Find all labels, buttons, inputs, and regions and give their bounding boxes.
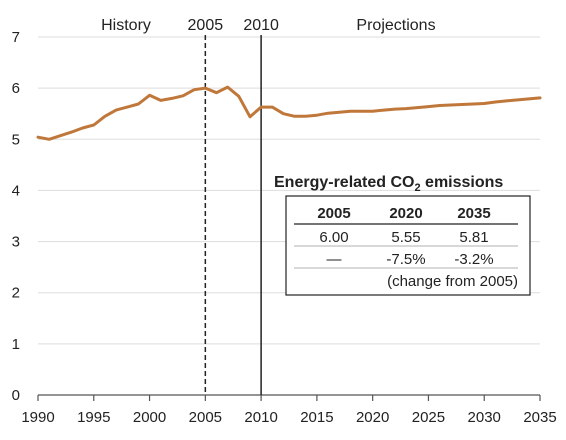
reference-label-2005: 2005 — [188, 17, 224, 34]
data-point-2011 — [271, 105, 274, 109]
y-axis: 0 1 2 3 4 5 6 7 — [12, 29, 20, 404]
panel-header-2005: 2005 — [317, 205, 350, 222]
data-point-2035 — [538, 96, 542, 100]
data-point-2021 — [382, 108, 385, 112]
reference-lines: 2005 2010 — [188, 17, 279, 395]
data-point-2032 — [505, 99, 508, 103]
data-point-2004 — [193, 88, 196, 91]
data-point-2002 — [170, 97, 174, 100]
data-point-1998 — [126, 105, 129, 109]
y-tick-label-3: 3 — [12, 234, 20, 251]
data-point-2013 — [293, 115, 296, 118]
series-line-0 — [36, 85, 542, 141]
data-point-2015 — [315, 114, 319, 117]
data-point-2023 — [404, 107, 408, 110]
x-tick-label-2005: 2005 — [189, 409, 222, 426]
y-tick-label-4: 4 — [12, 182, 20, 199]
y-tick-label-2: 2 — [12, 285, 20, 302]
reference-label-2010: 2010 — [243, 17, 279, 34]
data-point-2007 — [226, 85, 229, 89]
region-label-history: History — [101, 17, 151, 34]
data-point-1999 — [137, 102, 140, 106]
data-point-1996 — [103, 115, 107, 118]
data-point-1997 — [114, 108, 118, 112]
y-tick-label-1: 1 — [12, 336, 20, 353]
data-point-1990 — [36, 136, 40, 139]
panel-title-subscript: 2 — [414, 182, 420, 194]
x-tick-label-1990: 1990 — [21, 409, 54, 426]
data-point-2006 — [215, 91, 218, 94]
data-point-2009 — [248, 115, 252, 119]
data-point-2033 — [516, 98, 519, 102]
panel-change-2005: — — [327, 251, 342, 268]
panel-box — [285, 195, 531, 296]
panel-change-2035: -3.2% — [454, 251, 493, 268]
panel-title-rest: emissions — [421, 174, 504, 191]
panel-title-main: Energy-related CO — [274, 174, 414, 191]
panel-note: (change from 2005) — [387, 273, 518, 290]
data-point-2010 — [259, 105, 263, 109]
data-point-2028 — [460, 103, 464, 106]
x-tick-label-2000: 2000 — [133, 409, 166, 426]
data-point-2001 — [159, 99, 162, 102]
x-tick-label-2035: 2035 — [523, 409, 556, 426]
data-point-2029 — [471, 102, 475, 106]
y-tick-label-0: 0 — [12, 387, 20, 404]
panel-value-2020: 5.55 — [391, 229, 420, 246]
panel-header-2035: 2035 — [457, 205, 490, 222]
data-point-2008 — [237, 95, 240, 98]
data-point-2026 — [438, 104, 441, 107]
data-point-2005 — [204, 86, 207, 90]
x-tick-label-1995: 1995 — [77, 409, 110, 426]
panel-value-2035: 5.81 — [459, 229, 488, 246]
data-point-2018 — [349, 110, 352, 113]
emissions-summary-panel: Energy-related CO2 emissions 2005 2020 2… — [274, 174, 531, 296]
y-tick-label-5: 5 — [12, 131, 20, 148]
x-tick-label-2030: 2030 — [468, 409, 501, 426]
series-group — [36, 85, 542, 141]
x-tick-label-2015: 2015 — [300, 409, 333, 426]
data-point-2017 — [338, 111, 341, 114]
data-point-2020 — [371, 110, 374, 113]
y-tick-label-7: 7 — [12, 29, 20, 46]
data-point-2025 — [427, 105, 430, 108]
x-tick-label-2010: 2010 — [244, 409, 277, 426]
x-tick-label-2025: 2025 — [412, 409, 445, 426]
data-point-2031 — [494, 100, 497, 104]
panel-header-2020: 2020 — [389, 205, 422, 222]
panel-change-2020: -7.5% — [386, 251, 425, 268]
x-tick-label-2020: 2020 — [356, 409, 389, 426]
data-point-1992 — [59, 134, 62, 137]
data-point-2016 — [326, 112, 330, 115]
data-point-1994 — [81, 126, 84, 130]
panel-title: Energy-related CO2 emissions — [274, 174, 503, 194]
data-point-1991 — [48, 138, 51, 141]
data-point-2030 — [483, 102, 486, 105]
region-label-projections: Projections — [356, 17, 435, 34]
y-tick-label-6: 6 — [12, 80, 20, 97]
data-point-2003 — [181, 94, 185, 98]
data-point-2019 — [360, 110, 363, 113]
data-point-1993 — [70, 130, 73, 134]
x-axis: 1990 1995 2000 2005 2010 2015 2020 2025 2030 2035 — [21, 394, 557, 426]
data-point-2024 — [416, 106, 419, 109]
data-point-2000 — [148, 94, 151, 97]
data-point-2012 — [282, 112, 285, 115]
data-point-2034 — [527, 97, 530, 101]
panel-value-2005: 6.00 — [319, 229, 348, 246]
data-point-2027 — [449, 103, 452, 107]
data-point-1995 — [92, 123, 96, 127]
data-point-2014 — [304, 115, 307, 118]
data-point-2022 — [393, 107, 397, 111]
